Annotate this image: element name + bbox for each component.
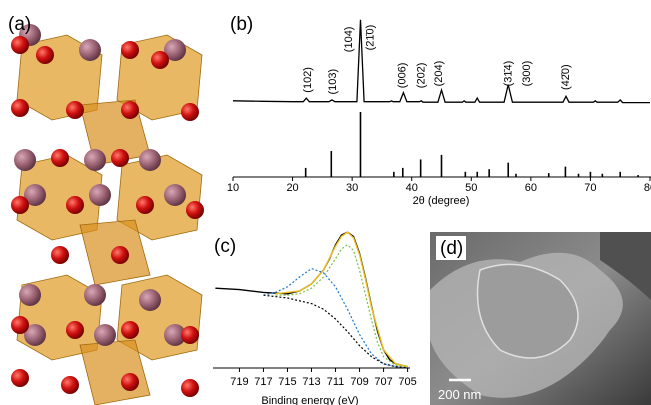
xps-curve bbox=[276, 245, 408, 368]
o-atom bbox=[66, 101, 84, 119]
mn-atom bbox=[139, 289, 161, 311]
o-atom bbox=[121, 41, 139, 59]
o-atom bbox=[11, 196, 29, 214]
o-atom bbox=[111, 149, 129, 167]
x-tick-label: 60 bbox=[525, 182, 537, 194]
peak-label: (300) bbox=[521, 61, 533, 87]
mn-atom bbox=[164, 184, 186, 206]
mn-atom bbox=[14, 149, 36, 171]
o-atom bbox=[121, 373, 139, 391]
o-atom bbox=[186, 201, 204, 219]
peak-label: (103) bbox=[327, 69, 339, 95]
panel-label: (a) bbox=[8, 14, 31, 35]
peak-label: (102) bbox=[302, 67, 314, 93]
x-tick-label: 70 bbox=[584, 182, 596, 194]
o-atom bbox=[181, 379, 199, 397]
o-atom bbox=[181, 326, 199, 344]
x-axis-label: Binding energy (eV) bbox=[261, 395, 358, 405]
o-atom bbox=[11, 316, 29, 334]
panel-label: (b) bbox=[230, 14, 253, 35]
x-tick-label: 709 bbox=[350, 376, 368, 388]
mn-atom bbox=[139, 149, 161, 171]
o-atom bbox=[151, 51, 169, 69]
x-tick-label: 711 bbox=[327, 376, 345, 388]
o-atom bbox=[121, 101, 139, 119]
o-atom bbox=[121, 321, 139, 339]
mn-atom bbox=[19, 284, 41, 306]
o-atom bbox=[111, 246, 129, 264]
mn-atom bbox=[84, 149, 106, 171]
x-tick-label: 719 bbox=[230, 376, 248, 388]
o-atom bbox=[11, 369, 29, 387]
x-tick-label: 20 bbox=[286, 182, 298, 194]
x-tick-label: 705 bbox=[398, 376, 416, 388]
x-tick-label: 50 bbox=[465, 182, 477, 194]
o-atom bbox=[181, 103, 199, 121]
x-tick-label: 30 bbox=[346, 182, 358, 194]
peak-label: (42̄0) bbox=[560, 64, 572, 90]
mn-atom bbox=[89, 184, 111, 206]
peak-label: (202) bbox=[416, 63, 428, 89]
o-atom bbox=[51, 246, 69, 264]
x-tick-label: 713 bbox=[302, 376, 320, 388]
mn-atom bbox=[79, 39, 101, 61]
o-atom bbox=[136, 196, 154, 214]
x-tick-label: 717 bbox=[254, 376, 272, 388]
mn-atom bbox=[84, 284, 106, 306]
o-atom bbox=[11, 36, 29, 54]
o-atom bbox=[11, 99, 29, 117]
x-tick-label: 10 bbox=[227, 182, 239, 194]
peak-label: (31̄4) bbox=[503, 61, 515, 87]
x-tick-label: 40 bbox=[406, 182, 418, 194]
crystal-structure bbox=[11, 24, 204, 405]
o-atom bbox=[66, 321, 84, 339]
figure: (d) 200 nm (a) (b) (102) (103) (104) (21̄0) (… bbox=[0, 0, 651, 405]
o-atom bbox=[51, 149, 69, 167]
o-atom bbox=[61, 376, 79, 394]
x-tick-label: 707 bbox=[374, 376, 392, 388]
scale-bar-label: 200 nm bbox=[438, 387, 481, 402]
xps-curve bbox=[264, 295, 408, 368]
panel-label: (d) bbox=[440, 238, 463, 259]
x-axis-label: 2θ (degree) bbox=[413, 195, 470, 207]
x-tick-label: 715 bbox=[278, 376, 296, 388]
o-atom bbox=[66, 196, 84, 214]
peak-label: (006) bbox=[397, 63, 409, 89]
panel-label: (c) bbox=[214, 236, 236, 257]
peak-label: (104) bbox=[343, 27, 355, 53]
sem-image: (d) 200 nm bbox=[430, 232, 651, 405]
o-atom bbox=[36, 46, 54, 64]
mn-atom bbox=[94, 324, 116, 346]
peak-label: (204) bbox=[433, 61, 445, 87]
x-tick-label: 80 bbox=[644, 182, 651, 194]
peak-label: (21̄0) bbox=[365, 25, 377, 51]
